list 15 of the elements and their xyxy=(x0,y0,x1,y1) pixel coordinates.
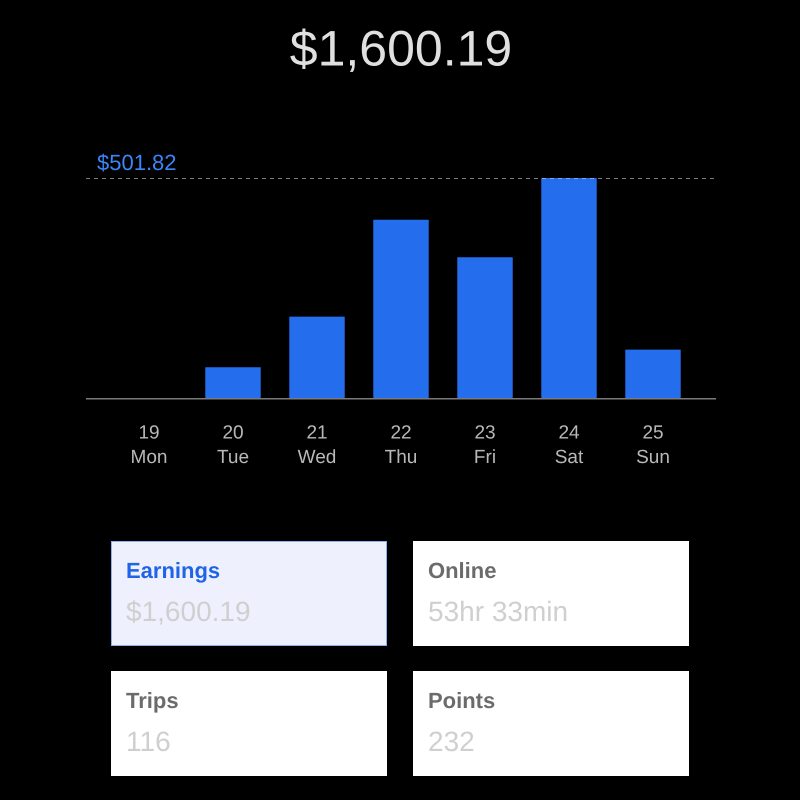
x-tick-label: 25 Sun xyxy=(636,422,670,468)
x-tick-label: 23 Fri xyxy=(474,422,496,468)
x-tick-label: 22 Thu xyxy=(384,422,418,468)
bar xyxy=(457,257,513,398)
bar xyxy=(205,367,261,398)
bar xyxy=(289,316,345,398)
chart-title: $1,600.19 xyxy=(290,20,512,76)
x-tick-label: 19 Mon xyxy=(130,422,168,468)
bar xyxy=(541,178,597,398)
text: $501.82 xyxy=(97,150,177,175)
x-tick-label: 21 Wed xyxy=(298,422,336,468)
x-tick-label: 20 Tue xyxy=(216,422,250,468)
bar xyxy=(373,220,429,398)
x-tick-label: 24 Sat xyxy=(554,422,584,468)
bar xyxy=(625,350,681,398)
